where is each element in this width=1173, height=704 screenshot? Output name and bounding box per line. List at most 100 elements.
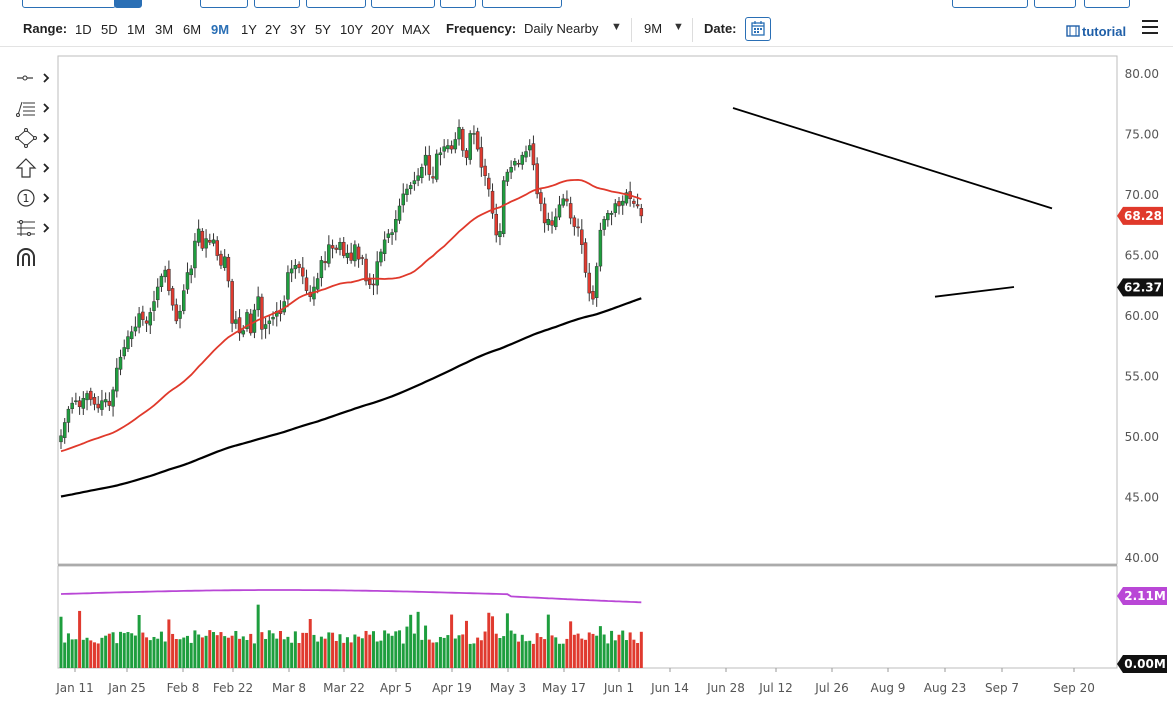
range-3y[interactable]: 3Y [290,22,306,37]
volume-bar [342,642,346,668]
range-5d[interactable]: 5D [101,22,118,37]
arrow-up-icon [15,158,50,178]
volume-average-line [60,589,642,604]
print-button-clipped[interactable] [1034,0,1076,8]
candle [375,251,379,295]
volume-bar [375,641,379,668]
period-select[interactable]: 9M [644,21,663,36]
volume-bar [141,632,145,668]
volume-bar [130,633,134,668]
range-3m[interactable]: 3M [155,22,174,37]
volume-bar [319,636,323,668]
arrow-tool[interactable] [14,158,54,180]
tutorial-link[interactable]: tutorial [1066,24,1126,39]
candle [587,262,591,302]
candle [315,272,320,294]
crosshair-line-tool[interactable] [14,68,54,90]
volume-bar [468,643,472,668]
volume-bar [59,616,63,668]
fib-tool[interactable] [14,98,54,120]
blank-button-clipped[interactable] [482,0,562,8]
candle-body [520,154,525,165]
volume-bar [249,633,253,668]
candle [487,173,491,197]
candle [345,244,350,264]
y-tick-label: 50.00 [1125,430,1159,444]
candle-body [472,133,476,135]
volume-bar [100,637,104,668]
candle-body [341,241,346,256]
candle-body [416,175,420,181]
candle [405,183,409,202]
date-picker-button[interactable] [745,17,771,41]
period-chevron-down-icon[interactable]: ▼ [673,21,684,33]
range-2y[interactable]: 2Y [265,22,281,37]
candle [115,358,119,398]
volume-bar [487,612,491,668]
tools-button-clipped[interactable] [254,0,300,8]
candle [356,243,361,268]
range-1d[interactable]: 1D [75,22,92,37]
candle [379,248,383,267]
volume-bars [59,604,643,668]
volume-bar [539,636,543,668]
candle [394,210,398,241]
candle-body [434,153,439,180]
range-10y[interactable]: 10Y [340,22,364,37]
candle [241,325,246,338]
volume-bar [595,635,599,668]
range-1m[interactable]: 1M [127,22,146,37]
range-1y[interactable]: 1Y [241,22,257,37]
candle-body [598,229,603,267]
candle-body [85,393,89,401]
range-20y[interactable]: 20Y [371,22,395,37]
volume-bar [502,636,506,668]
volume-bar [286,636,290,668]
candle [446,139,450,153]
hamburger-menu-icon[interactable] [1142,20,1158,34]
magnet-tool[interactable] [14,248,54,270]
settings-button-clipped[interactable] [306,0,366,8]
compare-button-clipped[interactable] [371,0,435,8]
volume-bar [509,630,513,668]
candle-body [620,200,625,206]
candle-body [498,231,502,237]
study-button-clipped[interactable] [200,0,248,8]
range-9m[interactable]: 9M [211,22,230,37]
candle [561,193,565,208]
range-max[interactable]: MAX [402,22,431,37]
candle-body [327,244,331,264]
magnet-icon [17,248,35,266]
candle-body [62,422,67,438]
candle [431,166,435,184]
candle [353,240,357,267]
toolbar-separator [631,18,632,42]
candle-body [431,176,435,179]
candle [256,286,260,317]
templates-button-clipped[interactable] [952,0,1028,8]
candle [583,238,588,278]
candle-body [449,145,454,150]
go-button-clipped[interactable] [114,0,142,8]
candle [472,125,476,145]
y-tick-label: 70.00 [1125,188,1159,202]
frequency-chevron-down-icon[interactable]: ▼ [611,21,622,33]
candle [226,253,231,288]
annotation-tool[interactable]: 1 [14,188,54,210]
volume-bar [238,638,242,668]
candle [185,262,190,294]
volume-bar [290,642,294,668]
candle-body [624,192,629,204]
range-6m[interactable]: 6M [183,22,202,37]
range-5y[interactable]: 5Y [315,22,331,37]
candle-body [379,251,383,263]
frequency-select[interactable]: Daily Nearby [524,21,599,36]
measure-tool[interactable] [14,218,54,240]
candle-body [524,151,528,158]
candle-body [304,277,309,291]
shape-tool[interactable] [14,128,54,150]
fx-button-clipped[interactable] [440,0,476,8]
clear-button-clipped[interactable] [1084,0,1130,8]
volume-bar [569,621,573,668]
